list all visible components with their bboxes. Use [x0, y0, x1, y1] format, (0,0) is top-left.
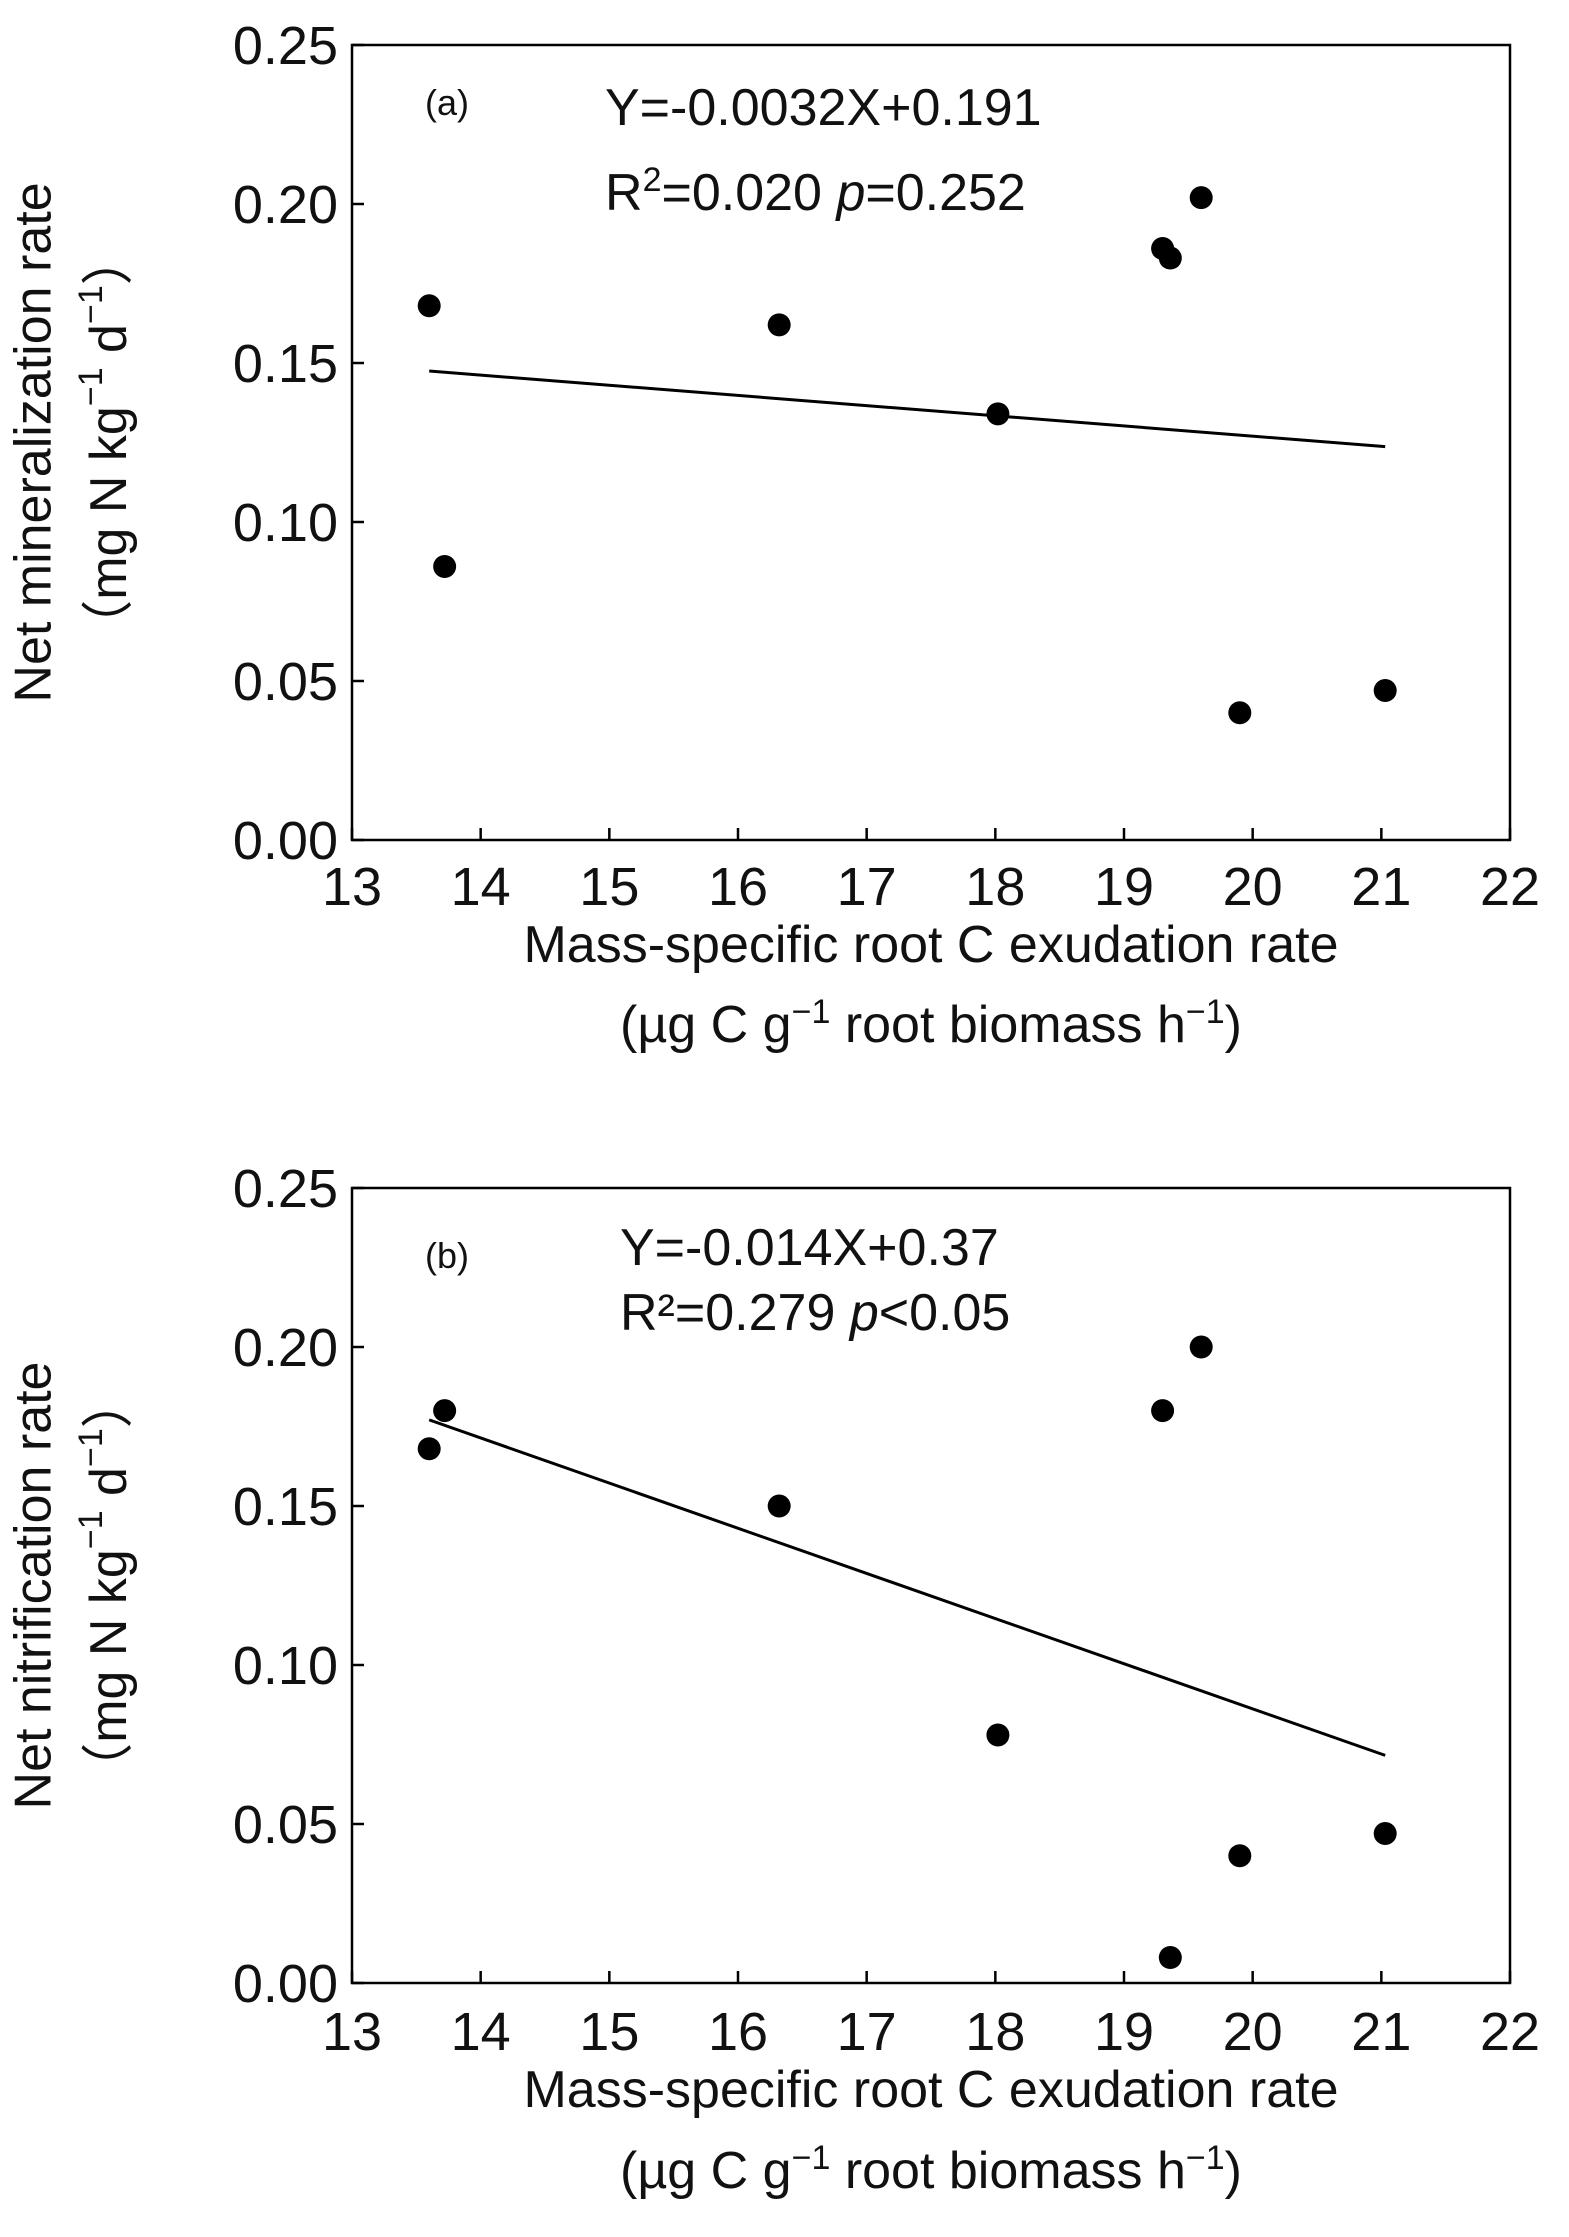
data-point [417, 294, 441, 318]
x-tick-label: 17 [837, 2002, 897, 2062]
y-tick-label: 0.15 [233, 1477, 338, 1537]
x-tick-label: 13 [322, 857, 382, 917]
x-axis-label: Mass-specific root C exudation rate [523, 2061, 1338, 2119]
x-tick-label: 15 [579, 2002, 639, 2062]
data-point [1228, 701, 1252, 725]
data-point [767, 313, 791, 337]
y-tick-label: 0.00 [233, 811, 338, 871]
y-tick-label: 0.05 [233, 652, 338, 712]
plot-frame [350, 1186, 1512, 1985]
x-tick-label: 14 [451, 857, 511, 917]
x-tick-label: 19 [1094, 857, 1154, 917]
data-point [1158, 1946, 1182, 1970]
x-tick-label: 22 [1480, 2002, 1540, 2062]
x-tick-label: 16 [708, 2002, 768, 2062]
x-tick-label: 18 [965, 857, 1025, 917]
data-point [986, 402, 1010, 426]
x-tick-label: 16 [708, 857, 768, 917]
data-point [1373, 679, 1397, 703]
data-point [986, 1723, 1010, 1747]
panel-b: 13 14 15 16 17 18 19 20 21 22 0.00 0.05 0.10 0.15 0.20… [5, 1159, 1540, 2200]
y-tick-label: 0.20 [233, 175, 338, 235]
regression-equation: Y=-0.014X+0.37 [620, 1219, 999, 1277]
x-axis-units: (µg C g−1 root biomass h−1) [620, 993, 1242, 1054]
regression-equation: Y=-0.0032X+0.191 [605, 79, 1042, 137]
data-point [433, 1399, 457, 1423]
regression-line [429, 369, 1386, 449]
y-tick-label: 0.10 [233, 1636, 338, 1696]
y-tick-label: 0.10 [233, 493, 338, 553]
x-axis-label: Mass-specific root C exudation rate [523, 916, 1338, 974]
x-tick-label: 17 [837, 857, 897, 917]
regression-line [428, 1418, 1386, 1757]
x-tick-label: 20 [1223, 2002, 1283, 2062]
panel-label: (b) [425, 1235, 469, 1276]
x-tick-label: 14 [451, 2002, 511, 2062]
x-tick-label: 21 [1351, 857, 1411, 917]
x-tick-label: 21 [1351, 2002, 1411, 2062]
data-point [1158, 246, 1182, 270]
plot-frame [350, 43, 1512, 842]
x-tick-label: 20 [1223, 857, 1283, 917]
y-tick-label: 0.05 [233, 1795, 338, 1855]
x-tick-label: 18 [965, 2002, 1025, 2062]
data-point [433, 555, 457, 579]
y-tick-label: 0.20 [233, 1318, 338, 1378]
panel-label: (a) [425, 82, 469, 123]
data-point [417, 1437, 441, 1461]
y-axis-label: Net nitrification rate [5, 1362, 63, 1810]
y-axis-units: （mg N kg−1 d−1） [72, 1376, 138, 1795]
data-point [1373, 1822, 1397, 1846]
regression-stats: R2=0.020 p=0.252 [605, 161, 1026, 222]
x-tick-label: 15 [579, 857, 639, 917]
data-point [1189, 1335, 1213, 1359]
x-axis-units: (µg C g−1 root biomass h−1) [620, 2139, 1242, 2200]
data-point [1228, 1844, 1252, 1868]
data-point [767, 1494, 791, 1518]
x-tick-label: 22 [1480, 857, 1540, 917]
data-point [1189, 186, 1213, 210]
x-tick-label: 19 [1094, 2002, 1154, 2062]
regression-stats: R²=0.279 p<0.05 [620, 1284, 1010, 1342]
x-tick-label: 13 [322, 2002, 382, 2062]
data-point [1151, 1399, 1175, 1423]
panel-a: 13 14 15 16 17 18 19 20 21 22 0.00 0.05 0.10 0.15 0.20… [5, 16, 1540, 1054]
y-tick-label: 0.00 [233, 1954, 338, 2014]
y-tick-label: 0.25 [233, 16, 338, 76]
y-axis-label: Net mineralization rate [5, 182, 63, 702]
y-tick-label: 0.15 [233, 334, 338, 394]
y-tick-label: 0.25 [233, 1159, 338, 1219]
y-axis-units: （mg N kg−1 d−1） [72, 233, 138, 652]
